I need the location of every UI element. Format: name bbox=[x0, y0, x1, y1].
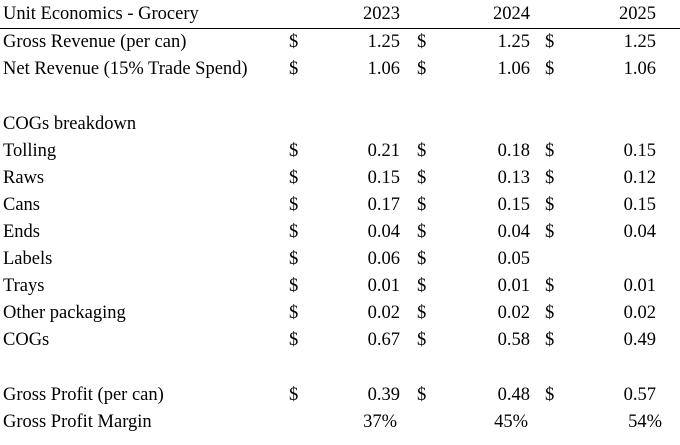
value-2025: 0.49 bbox=[623, 330, 656, 350]
currency-symbol: $ bbox=[545, 141, 555, 161]
currency-symbol: $ bbox=[289, 32, 299, 52]
row-gross-profit: Gross Profit (per can) $ 0.39 $ 0.48 $ 0… bbox=[0, 382, 680, 409]
value-2024: 0.15 bbox=[497, 195, 530, 215]
value-2025: 0.15 bbox=[623, 195, 656, 215]
currency-symbol: $ bbox=[289, 276, 299, 296]
year-header-2023: 2023 bbox=[363, 4, 400, 24]
value-2024: 0.48 bbox=[497, 385, 530, 405]
value-2024: 0.04 bbox=[497, 222, 530, 242]
currency-symbol: $ bbox=[545, 276, 555, 296]
value-2025: 1.25 bbox=[623, 32, 656, 52]
row-cans: Cans $ 0.17 $ 0.15 $ 0.15 bbox=[0, 192, 680, 219]
row-gross-profit-margin: Gross Profit Margin 37% 45% 54% bbox=[0, 409, 680, 436]
currency-symbol: $ bbox=[289, 303, 299, 323]
row-label: Gross Profit Margin bbox=[3, 412, 152, 432]
currency-symbol: $ bbox=[289, 195, 299, 215]
currency-symbol: $ bbox=[417, 330, 427, 350]
currency-symbol: $ bbox=[545, 168, 555, 188]
currency-symbol: $ bbox=[417, 249, 427, 269]
value-2023: 0.02 bbox=[367, 303, 400, 323]
row-label: Net Revenue (15% Trade Spend) bbox=[3, 59, 248, 79]
header-row: Unit Economics - Grocery 2023 2024 2025 bbox=[0, 1, 680, 29]
row-net-revenue: Net Revenue (15% Trade Spend) $ 1.06 $ 1… bbox=[0, 56, 680, 83]
currency-symbol: $ bbox=[417, 195, 427, 215]
value-2024: 1.25 bbox=[497, 32, 530, 52]
value-2023: 0.04 bbox=[367, 222, 400, 242]
value-2023: 1.06 bbox=[367, 59, 400, 79]
section-label: COGs breakdown bbox=[3, 114, 137, 134]
value-2023: 37% bbox=[363, 412, 397, 432]
row-label: Cans bbox=[3, 195, 40, 215]
row-label: Tolling bbox=[3, 141, 57, 161]
row-label: Other packaging bbox=[3, 303, 126, 323]
value-2024: 45% bbox=[494, 412, 528, 432]
currency-symbol: $ bbox=[545, 303, 555, 323]
currency-symbol: $ bbox=[545, 195, 555, 215]
row-gross-revenue: Gross Revenue (per can) $ 1.25 $ 1.25 $ … bbox=[0, 29, 680, 56]
currency-symbol: $ bbox=[545, 222, 555, 242]
currency-symbol: $ bbox=[545, 330, 555, 350]
value-2024: 0.02 bbox=[497, 303, 530, 323]
currency-symbol: $ bbox=[545, 385, 555, 405]
value-2025: 0.01 bbox=[623, 276, 656, 296]
currency-symbol: $ bbox=[417, 168, 427, 188]
currency-symbol: $ bbox=[417, 141, 427, 161]
row-cogs: COGs $ 0.67 $ 0.58 $ 0.49 bbox=[0, 327, 680, 354]
row-cogs-breakdown-header: COGs breakdown bbox=[0, 111, 680, 138]
value-2024: 0.01 bbox=[497, 276, 530, 296]
value-2023: 0.01 bbox=[367, 276, 400, 296]
row-label: COGs bbox=[3, 330, 50, 350]
row-labels: Labels $ 0.06 $ 0.05 bbox=[0, 246, 680, 273]
currency-symbol: $ bbox=[417, 276, 427, 296]
currency-symbol: $ bbox=[417, 59, 427, 79]
value-2023: 1.25 bbox=[367, 32, 400, 52]
value-2025: 0.57 bbox=[623, 385, 656, 405]
currency-symbol: $ bbox=[417, 385, 427, 405]
currency-symbol: $ bbox=[289, 59, 299, 79]
currency-symbol: $ bbox=[417, 32, 427, 52]
year-header-2024: 2024 bbox=[493, 4, 530, 24]
value-2023: 0.17 bbox=[367, 195, 400, 215]
value-2025: 1.06 bbox=[623, 59, 656, 79]
value-2023: 0.15 bbox=[367, 168, 400, 188]
currency-symbol: $ bbox=[289, 222, 299, 242]
currency-symbol: $ bbox=[417, 303, 427, 323]
currency-symbol: $ bbox=[545, 32, 555, 52]
currency-symbol: $ bbox=[545, 59, 555, 79]
value-2025: 0.12 bbox=[623, 168, 656, 188]
currency-symbol: $ bbox=[289, 141, 299, 161]
row-tolling: Tolling $ 0.21 $ 0.18 $ 0.15 bbox=[0, 138, 680, 165]
value-2024: 0.05 bbox=[497, 249, 530, 269]
row-label: Trays bbox=[3, 276, 45, 296]
value-2025: 54% bbox=[628, 412, 662, 432]
value-2025: 0.04 bbox=[623, 222, 656, 242]
row-label: Raws bbox=[3, 168, 45, 188]
row-other-packaging: Other packaging $ 0.02 $ 0.02 $ 0.02 bbox=[0, 300, 680, 327]
value-2025: 0.02 bbox=[623, 303, 656, 323]
value-2024: 0.18 bbox=[497, 141, 530, 161]
row-label: Ends bbox=[3, 222, 40, 242]
currency-symbol: $ bbox=[289, 168, 299, 188]
row-label: Gross Revenue (per can) bbox=[3, 32, 187, 52]
year-header-2025: 2025 bbox=[619, 4, 656, 24]
value-2023: 0.21 bbox=[367, 141, 400, 161]
value-2023: 0.06 bbox=[367, 249, 400, 269]
currency-symbol: $ bbox=[417, 222, 427, 242]
currency-symbol: $ bbox=[289, 385, 299, 405]
row-trays: Trays $ 0.01 $ 0.01 $ 0.01 bbox=[0, 273, 680, 300]
value-2023: 0.39 bbox=[367, 385, 400, 405]
value-2024: 1.06 bbox=[497, 59, 530, 79]
table-title: Unit Economics - Grocery bbox=[3, 4, 199, 24]
value-2024: 0.58 bbox=[497, 330, 530, 350]
row-raws: Raws $ 0.15 $ 0.13 $ 0.12 bbox=[0, 165, 680, 192]
currency-symbol: $ bbox=[289, 330, 299, 350]
value-2023: 0.67 bbox=[367, 330, 400, 350]
row-label: Gross Profit (per can) bbox=[3, 385, 164, 405]
value-2025: 0.15 bbox=[623, 141, 656, 161]
currency-symbol: $ bbox=[289, 249, 299, 269]
row-label: Labels bbox=[3, 249, 53, 269]
row-ends: Ends $ 0.04 $ 0.04 $ 0.04 bbox=[0, 219, 680, 246]
value-2024: 0.13 bbox=[497, 168, 530, 188]
